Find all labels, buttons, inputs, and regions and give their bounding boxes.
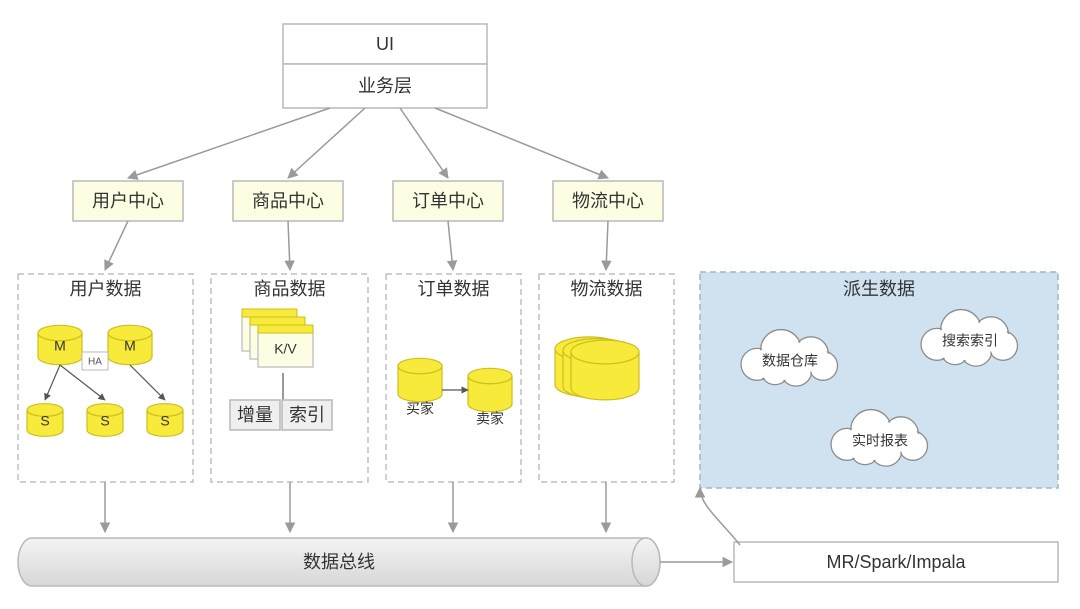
center-box-1: 商品中心 [233,181,343,221]
svg-text:物流中心: 物流中心 [572,191,644,211]
svg-text:派生数据: 派生数据 [843,279,915,299]
svg-text:K/V: K/V [274,341,297,357]
svg-text:商品数据: 商品数据 [254,279,326,299]
product-box-1: 索引 [282,400,332,430]
svg-text:物流数据: 物流数据 [571,279,643,299]
svg-text:M: M [124,338,136,354]
product-box-0: 增量 [230,400,280,430]
svg-text:S: S [100,413,109,429]
svg-text:订单中心: 订单中心 [412,191,484,211]
center-box-3: 物流中心 [553,181,663,221]
svg-text:买家: 买家 [406,401,434,417]
user-slave-0: S [27,404,63,437]
order-cyl-0 [398,358,442,401]
svg-text:订单数据: 订单数据 [418,279,490,299]
svg-text:HA: HA [88,357,102,368]
top-ui-box: UI [283,24,487,64]
data-panel-0: 用户数据 [18,274,193,482]
arrow-center-panel-2 [448,221,453,270]
svg-text:MR/Spark/Impala: MR/Spark/Impala [826,552,966,572]
svg-text:实时报表: 实时报表 [852,433,908,449]
arrow-compute-derived [700,488,740,545]
compute-box: MR/Spark/Impala [734,542,1058,582]
svg-text:增量: 增量 [237,405,273,425]
svg-text:用户数据: 用户数据 [70,279,142,299]
svg-text:UI: UI [376,34,394,54]
svg-text:S: S [40,413,49,429]
svg-text:索引: 索引 [289,405,325,425]
svg-text:业务层: 业务层 [358,76,412,96]
arrow-top-2 [400,108,448,178]
arrow-center-panel-0 [105,221,128,270]
user-master-0: M [38,325,82,364]
svg-text:搜索索引: 搜索索引 [942,333,998,349]
user-master-1: M [108,325,152,364]
svg-text:用户中心: 用户中心 [92,191,164,211]
svg-text:M: M [54,338,66,354]
arrow-top-3 [435,108,608,178]
user-arrow-2 [130,365,165,400]
logistics-cyl-0 [571,340,639,400]
center-box-0: 用户中心 [73,181,183,221]
arrow-center-panel-3 [606,221,608,270]
svg-text:S: S [160,413,169,429]
data-bus: 数据总线 [18,538,660,586]
svg-text:数据总线: 数据总线 [303,552,375,572]
svg-text:数据仓库: 数据仓库 [762,353,818,369]
kv-card-0: K/V [258,325,313,367]
user-slave-1: S [87,404,123,437]
top-biz-box: 业务层 [283,64,487,108]
svg-text:商品中心: 商品中心 [252,191,324,211]
user-arrow-0 [45,365,60,400]
svg-text:卖家: 卖家 [476,411,504,427]
center-box-2: 订单中心 [393,181,503,221]
arrow-center-panel-1 [288,221,290,270]
user-slave-2: S [147,404,183,437]
order-cyl-1 [468,368,512,411]
data-panel-1: 商品数据 [211,274,368,482]
